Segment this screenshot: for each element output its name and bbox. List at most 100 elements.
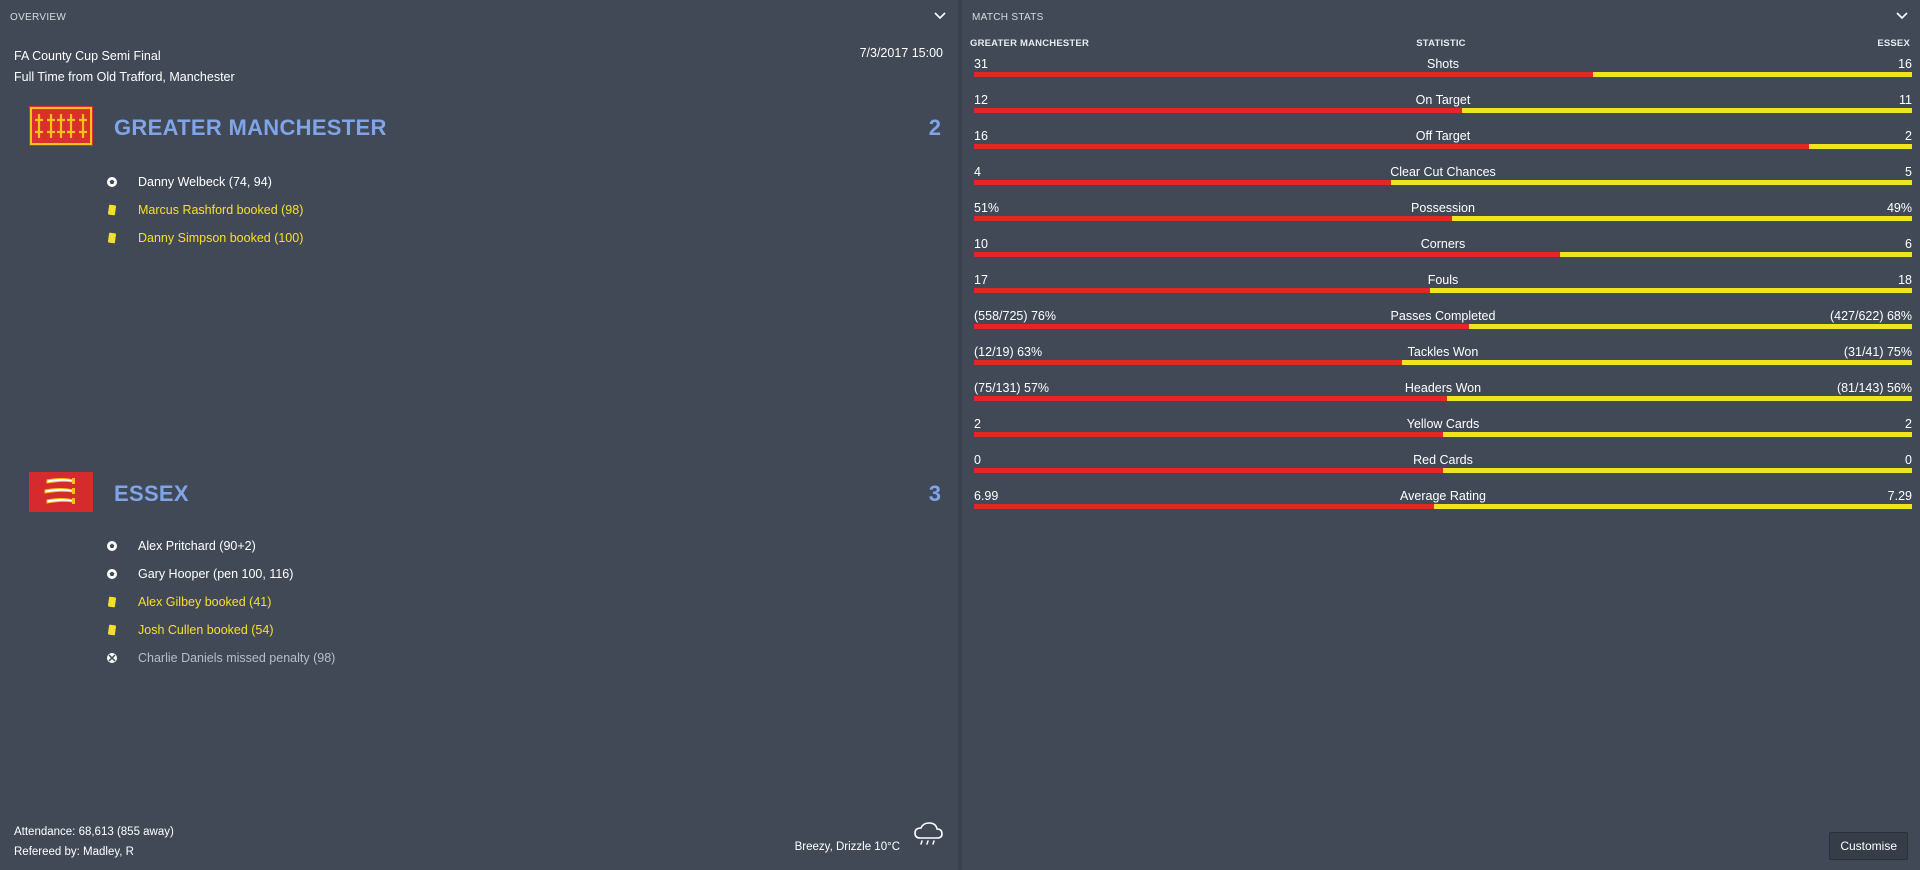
event-text: Danny Welbeck (74, 94) xyxy=(138,175,272,189)
away-event-goal[interactable]: Gary Hooper (pen 100, 116) xyxy=(104,560,335,588)
stat-row: 12 On Target 11 xyxy=(974,93,1912,129)
home-event-goal[interactable]: Danny Welbeck (74, 94) xyxy=(104,168,303,196)
goal-ball-icon xyxy=(104,174,120,190)
stat-name: Possession xyxy=(1411,201,1475,215)
home-event-booking[interactable]: Marcus Rashford booked (98) xyxy=(104,196,303,224)
stat-name: On Target xyxy=(1415,93,1471,107)
overview-collapse-button[interactable] xyxy=(932,8,948,24)
stat-away-value: (81/143) 56% xyxy=(1836,381,1912,395)
stat-comparison-bar xyxy=(974,324,1912,329)
yellow-card-icon xyxy=(104,230,120,246)
stat-bar-away xyxy=(1429,288,1912,293)
stat-comparison-bar xyxy=(974,396,1912,401)
stat-name: Shots xyxy=(1427,57,1459,71)
stat-comparison-bar xyxy=(974,108,1912,113)
stat-name: Fouls xyxy=(1427,273,1459,287)
stat-row: 16 Off Target 2 xyxy=(974,129,1912,165)
stat-bar-away xyxy=(1443,432,1912,437)
stat-home-value: 6.99 xyxy=(974,489,999,503)
stat-row: 31 Shots 16 xyxy=(974,57,1912,93)
stat-away-value: 7.29 xyxy=(1887,489,1912,503)
yellow-card-icon xyxy=(104,594,120,610)
stat-name: Corners xyxy=(1420,237,1466,251)
stat-comparison-bar xyxy=(974,144,1912,149)
stat-row: 10 Corners 6 xyxy=(974,237,1912,273)
stat-bar-home xyxy=(974,432,1443,437)
stat-bar-home xyxy=(974,396,1447,401)
stat-bar-home xyxy=(974,504,1434,509)
stat-bar-away xyxy=(1560,252,1912,257)
stat-name: Red Cards xyxy=(1413,453,1473,467)
stat-bar-away xyxy=(1433,504,1912,509)
stat-bar-away xyxy=(1808,144,1912,149)
stat-home-value: (75/131) 57% xyxy=(974,381,1050,395)
stat-away-value: 2 xyxy=(1905,417,1912,431)
attendance-text: Attendance: 68,613 (855 away) xyxy=(14,826,174,838)
stat-row: 2 Yellow Cards 2 xyxy=(974,417,1912,453)
stat-bar-home xyxy=(974,324,1470,329)
stat-home-value: 51% xyxy=(974,201,1000,215)
event-text: Gary Hooper (pen 100, 116) xyxy=(138,567,294,581)
stat-home-value: 17 xyxy=(974,273,988,287)
stat-comparison-bar xyxy=(974,216,1912,221)
greater-manchester-flag-icon xyxy=(29,106,93,146)
overview-panel: OVERVIEW FA County Cup Semi Final Full T… xyxy=(0,0,958,870)
stat-away-value: 2 xyxy=(1905,129,1912,143)
stat-name: Headers Won xyxy=(1404,381,1482,395)
away-events-list: Alex Pritchard (90+2) Gary Hooper (pen 10… xyxy=(104,532,335,672)
stat-home-value: 12 xyxy=(974,93,988,107)
goal-ball-icon xyxy=(104,566,120,582)
stats-collapse-button[interactable] xyxy=(1894,8,1910,24)
home-team-score: 2 xyxy=(928,115,941,140)
stat-comparison-bar xyxy=(974,432,1912,437)
stat-bar-away xyxy=(1469,324,1912,329)
panel-divider xyxy=(958,0,962,870)
match-datetime: 7/3/2017 15:00 xyxy=(859,46,943,60)
stat-away-value: (427/622) 68% xyxy=(1829,309,1912,323)
stat-comparison-bar xyxy=(974,252,1912,257)
event-text: Alex Pritchard (90+2) xyxy=(138,539,256,553)
event-text: Charlie Daniels missed penalty (98) xyxy=(138,651,336,665)
event-text: Marcus Rashford booked (98) xyxy=(138,203,304,217)
stat-away-value: 5 xyxy=(1905,165,1912,179)
away-event-missed[interactable]: Charlie Daniels missed penalty (98) xyxy=(104,644,335,672)
home-event-booking[interactable]: Danny Simpson booked (100) xyxy=(104,224,303,252)
stat-bar-away xyxy=(1443,468,1912,473)
event-text: Danny Simpson booked (100) xyxy=(138,231,304,245)
home-team-name[interactable]: GREATER MANCHESTER xyxy=(114,115,387,140)
stat-home-value: 10 xyxy=(974,237,988,251)
yellow-card-icon xyxy=(104,622,120,638)
stat-bar-home xyxy=(974,468,1443,473)
stat-bar-away xyxy=(1446,396,1912,401)
stat-bar-home xyxy=(974,360,1402,365)
stat-bar-home xyxy=(974,180,1392,185)
essex-flag-icon xyxy=(29,472,93,512)
stat-bar-home xyxy=(974,252,1561,257)
stat-row: (558/725) 76% Passes Completed (427/622) 6… xyxy=(974,309,1912,345)
stat-home-value: (12/19) 63% xyxy=(974,345,1043,359)
match-stats-panel: MATCH STATS GREATER MANCHESTER STATISTIC… xyxy=(962,0,1920,870)
stat-comparison-bar xyxy=(974,468,1912,473)
stat-row: 51% Possession 49% xyxy=(974,201,1912,237)
away-event-booking[interactable]: Alex Gilbey booked (41) xyxy=(104,588,335,616)
stat-row: (12/19) 63% Tackles Won (31/41) 75% xyxy=(974,345,1912,381)
referee-text: Refereed by: Madley, R xyxy=(14,846,134,858)
away-team-score: 3 xyxy=(928,481,941,506)
stat-bar-home xyxy=(974,108,1462,113)
away-event-booking[interactable]: Josh Cullen booked (54) xyxy=(104,616,335,644)
stat-name: Average Rating xyxy=(1400,489,1486,503)
yellow-card-icon xyxy=(104,202,120,218)
stat-bar-away xyxy=(1461,108,1912,113)
away-event-goal[interactable]: Alex Pritchard (90+2) xyxy=(104,532,335,560)
stat-name: Tackles Won xyxy=(1407,345,1479,359)
stat-home-value: 16 xyxy=(974,129,988,143)
stat-name: Passes Completed xyxy=(1390,309,1496,323)
competition-name: FA County Cup Semi Final xyxy=(14,49,161,63)
stat-bar-home xyxy=(974,72,1594,77)
stat-row: 0 Red Cards 0 xyxy=(974,453,1912,489)
stat-bar-away xyxy=(1391,180,1912,185)
stat-comparison-bar xyxy=(974,288,1912,293)
away-team-name[interactable]: ESSEX xyxy=(114,481,189,506)
stat-row: (75/131) 57% Headers Won (81/143) 56% xyxy=(974,381,1912,417)
customise-button[interactable]: Customise xyxy=(1829,832,1908,860)
